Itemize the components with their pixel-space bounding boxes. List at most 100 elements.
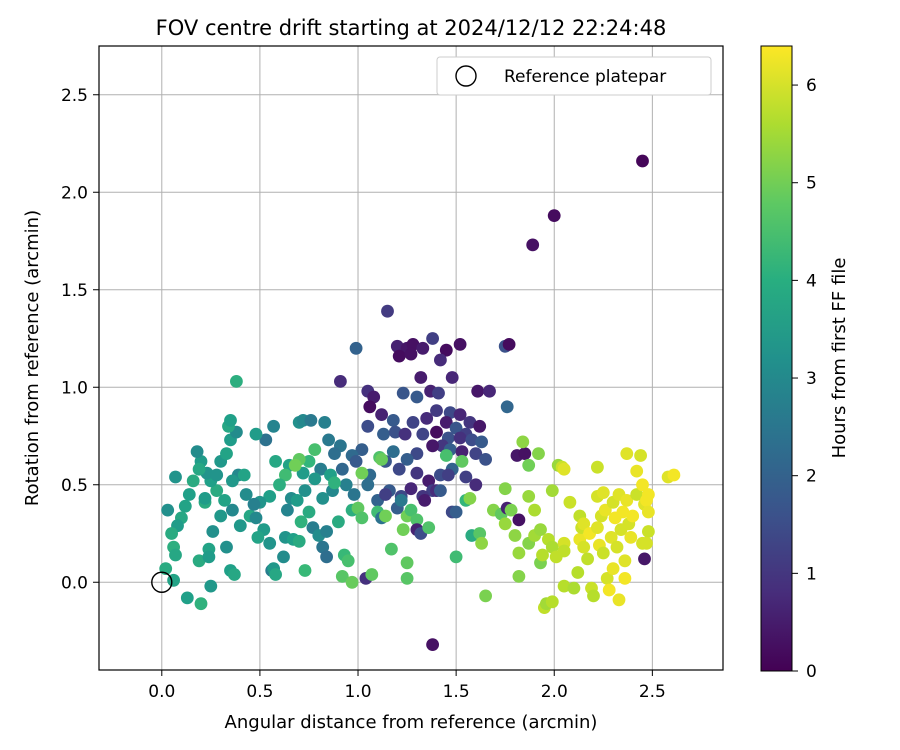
- data-point: [349, 341, 363, 355]
- data-point: [420, 412, 434, 425]
- data-point: [192, 462, 206, 476]
- data-point: [416, 427, 430, 441]
- data-point: [475, 536, 488, 550]
- data-point: [396, 523, 410, 536]
- data-point: [377, 427, 390, 441]
- y-tick-label: 0.0: [61, 573, 88, 593]
- colorbar-tick-label: 1: [806, 564, 817, 584]
- data-point: [381, 304, 394, 318]
- data-point: [640, 536, 653, 550]
- data-point: [308, 472, 322, 486]
- data-point: [192, 554, 206, 568]
- data-point: [426, 332, 439, 345]
- data-point: [328, 476, 341, 490]
- data-point: [316, 540, 330, 554]
- data-point: [206, 525, 220, 538]
- colorbar-ticks: 0 1 2 3 4 5 6: [792, 76, 817, 682]
- data-point: [249, 427, 263, 441]
- data-point: [449, 505, 463, 519]
- data-point: [636, 478, 649, 492]
- data-point: [367, 390, 381, 404]
- data-point: [441, 468, 455, 482]
- colorbar-tick-label: 5: [806, 174, 817, 194]
- data-point: [522, 490, 536, 503]
- data-point: [298, 564, 312, 577]
- data-point: [390, 339, 404, 353]
- data-point: [308, 443, 322, 456]
- legend-box: [436, 56, 712, 96]
- data-point: [218, 494, 232, 507]
- grid-lines: [99, 46, 723, 670]
- x-tick-label: 1.0: [344, 682, 371, 702]
- x-axis-ticks: 0.0 0.5 1.0 1.5 2.0 2.5: [148, 670, 666, 702]
- data-point: [434, 484, 447, 497]
- data-point: [469, 447, 483, 460]
- data-point: [180, 591, 194, 605]
- data-point: [642, 525, 655, 538]
- data-point: [161, 503, 175, 517]
- data-point: [526, 238, 540, 252]
- y-tick-label: 0.5: [61, 476, 88, 496]
- data-point: [247, 497, 261, 511]
- data-point: [449, 421, 463, 435]
- data-point: [469, 478, 483, 492]
- data-point: [394, 494, 408, 507]
- data-point: [483, 384, 496, 398]
- data-point: [528, 503, 541, 517]
- y-tick-label: 2.0: [61, 183, 88, 203]
- data-point: [355, 443, 369, 456]
- data-point: [392, 349, 406, 363]
- data-point: [624, 531, 638, 544]
- x-tick-label: 2.0: [541, 682, 568, 702]
- data-point: [418, 494, 432, 507]
- data-point: [591, 521, 604, 534]
- data-point: [349, 455, 363, 468]
- data-point: [430, 404, 443, 417]
- data-point: [320, 550, 333, 564]
- data-point: [465, 433, 479, 447]
- data-point: [379, 509, 392, 523]
- data-point: [636, 154, 649, 168]
- data-point: [281, 503, 294, 517]
- data-point: [314, 462, 328, 476]
- data-point: [667, 468, 681, 482]
- data-point: [226, 503, 239, 517]
- data-point: [502, 338, 516, 351]
- data-point: [630, 488, 644, 501]
- data-point: [210, 484, 224, 497]
- data-point: [267, 419, 280, 433]
- data-point: [581, 552, 594, 566]
- data-point: [445, 371, 459, 384]
- legend: Reference platepar: [436, 56, 712, 96]
- data-point: [392, 462, 406, 476]
- y-tick-label: 1.0: [61, 378, 88, 398]
- data-point: [426, 638, 439, 651]
- data-point: [361, 419, 375, 433]
- data-point: [230, 375, 243, 388]
- data-point: [606, 562, 620, 575]
- x-tick-label: 1.5: [443, 682, 470, 702]
- data-point: [638, 552, 651, 566]
- data-point: [426, 439, 439, 453]
- data-point: [406, 416, 420, 429]
- data-point: [642, 488, 655, 501]
- data-point: [345, 575, 359, 589]
- data-point: [471, 384, 485, 398]
- data-point: [620, 494, 634, 507]
- data-point: [404, 482, 418, 496]
- data-point: [443, 406, 457, 419]
- plot-area-frame: [98, 45, 724, 671]
- data-point: [302, 455, 316, 468]
- data-point: [363, 400, 377, 414]
- data-point: [375, 408, 388, 421]
- data-point: [204, 579, 218, 593]
- data-point: [269, 455, 282, 468]
- data-point: [169, 470, 182, 484]
- data-point: [479, 453, 492, 466]
- data-point: [516, 435, 530, 449]
- data-point: [388, 425, 402, 439]
- data-point: [316, 492, 330, 505]
- data-point: [269, 568, 282, 581]
- data-point: [410, 513, 424, 527]
- data-point: [263, 490, 277, 503]
